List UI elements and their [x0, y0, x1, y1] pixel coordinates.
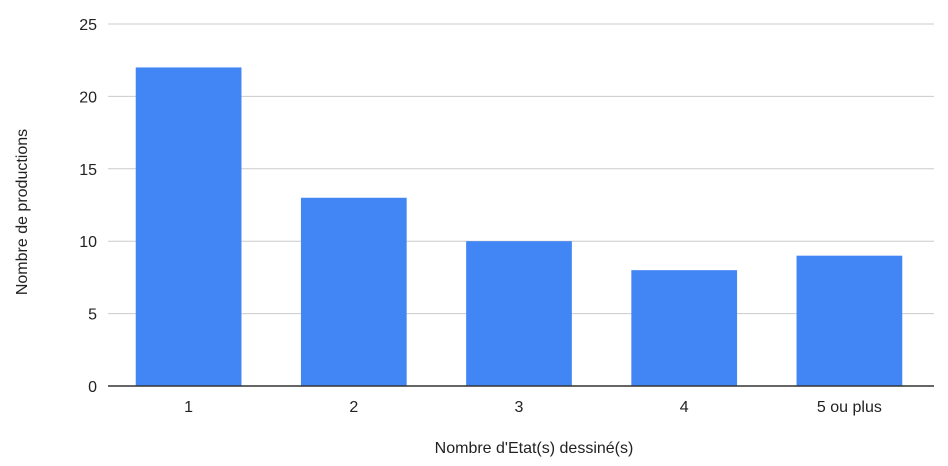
x-tick-labels: 1 2 3 4 5 ou plus: [184, 399, 882, 416]
x-tick-label: 5 ou plus: [817, 399, 882, 416]
y-tick-label: 25: [79, 17, 97, 34]
bars: [135, 67, 903, 386]
x-tick-label: 2: [349, 399, 358, 416]
x-tick-label: 4: [680, 399, 689, 416]
y-tick-label: 5: [88, 307, 97, 324]
bar-1: [135, 67, 242, 386]
y-axis-title: Nombre de productions: [14, 129, 31, 295]
y-tick-label: 10: [79, 234, 97, 251]
bar-4: [631, 270, 738, 386]
x-axis-title: Nombre d'Etat(s) dessiné(s): [435, 440, 634, 457]
y-tick-label: 20: [79, 89, 97, 106]
x-tick-label: 3: [515, 399, 524, 416]
bar-2: [300, 197, 407, 386]
x-tick-label: 1: [184, 399, 193, 416]
bar-3: [466, 241, 572, 386]
gridlines: [108, 23, 934, 315]
y-tick-label: 0: [88, 379, 97, 396]
bar-5-ou-plus: [796, 255, 903, 386]
y-tick-label: 15: [79, 162, 97, 179]
y-tick-labels: 0 5 10 15 20 25: [79, 17, 97, 396]
